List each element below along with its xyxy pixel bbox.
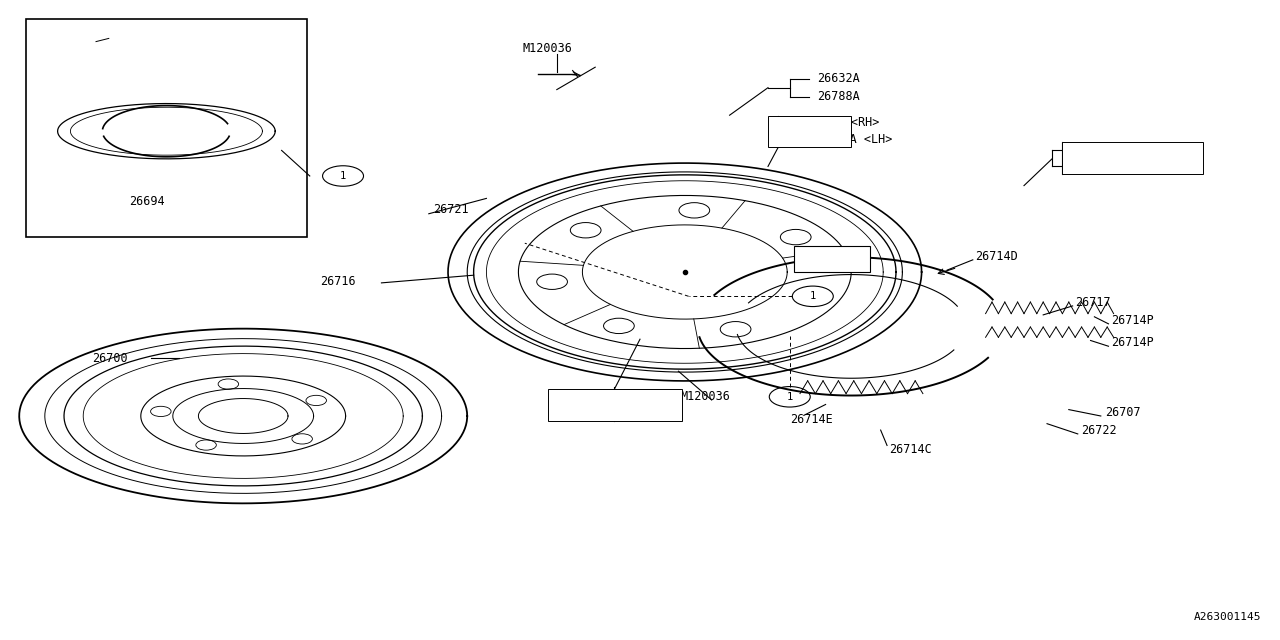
Text: 26704B <LH>: 26704B <LH> <box>570 408 648 421</box>
Text: 26700: 26700 <box>92 352 128 365</box>
Text: 26788A: 26788A <box>817 90 859 103</box>
Text: M120036: M120036 <box>522 42 572 55</box>
FancyBboxPatch shape <box>768 116 851 147</box>
Text: 26718  <RH>: 26718 <RH> <box>1069 144 1147 157</box>
FancyBboxPatch shape <box>794 246 870 272</box>
Text: 26714D: 26714D <box>975 250 1018 262</box>
Text: 26704A <RH>: 26704A <RH> <box>553 390 631 403</box>
Text: 26714P: 26714P <box>1111 314 1153 326</box>
Text: 26714C: 26714C <box>890 443 932 456</box>
Text: 26717: 26717 <box>1075 296 1111 308</box>
Text: M120036: M120036 <box>681 390 731 403</box>
Text: 26694: 26694 <box>129 195 165 208</box>
Text: 26632A: 26632A <box>817 72 859 85</box>
Text: 1: 1 <box>810 291 815 301</box>
Text: 26722: 26722 <box>1082 424 1117 436</box>
Text: 26714E: 26714E <box>790 413 832 426</box>
Text: 26721: 26721 <box>433 204 468 216</box>
Text: 26707: 26707 <box>1105 406 1140 419</box>
Text: 26718A <LH>: 26718A <LH> <box>1084 160 1162 173</box>
Text: 26708A <LH>: 26708A <LH> <box>814 133 892 146</box>
FancyBboxPatch shape <box>548 389 682 421</box>
Text: 1: 1 <box>340 171 346 181</box>
Text: A263001145: A263001145 <box>1193 612 1261 622</box>
Text: 26714P: 26714P <box>1111 336 1153 349</box>
FancyBboxPatch shape <box>1062 142 1203 174</box>
FancyBboxPatch shape <box>26 19 307 237</box>
Text: 26708  <RH>: 26708 <RH> <box>801 116 879 129</box>
Text: 1: 1 <box>787 392 792 402</box>
Text: 26716: 26716 <box>320 275 356 288</box>
